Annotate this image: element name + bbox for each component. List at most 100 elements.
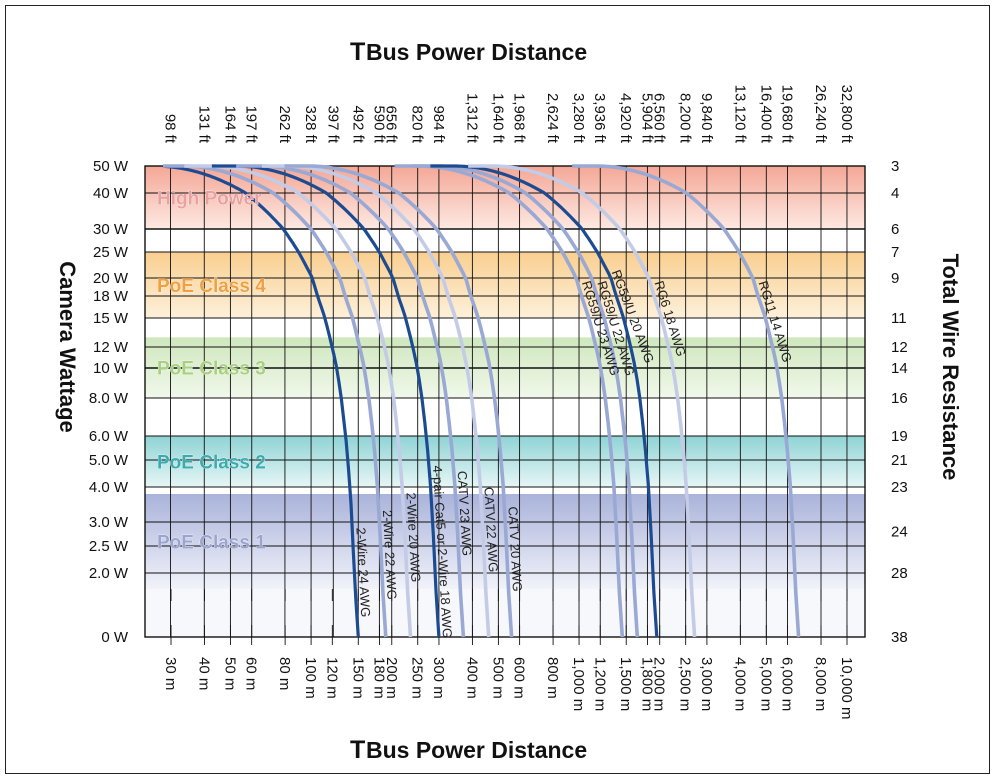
x-m-tick-7: 150 m [349,657,366,699]
x-m-tick-4: 80 m [276,657,293,690]
x-m-tick-2: 50 m [221,657,238,690]
x-ft-tick-0: 98 ft [162,114,179,144]
band-bottom-fade [145,589,865,637]
x-m-tick-27: 10,000 m [838,657,855,720]
x-ft-tick-20: 6,560 ft [651,93,668,144]
y-left-tick-14: 30 W [93,221,129,238]
curve-0 [162,164,360,638]
x-m-tick-19: 1,800 m [639,657,656,711]
x-ft-tick-6: 397 ft [324,105,341,143]
x-ft-tick-9: 656 ft [383,105,400,143]
power-bands [145,166,865,637]
bottom-title: T Bus Power Distance [350,736,587,764]
x-ft-tick-3: 197 ft [243,105,260,143]
band-3 [145,436,865,487]
bottom-title-text: Bus Power Distance [366,737,587,763]
x-m-tick-8: 180 m [371,657,388,699]
curve-label-6: CATV 20 AWG [505,506,525,592]
x-ft-tick-19: 5,904 ft [638,93,655,144]
x-m-tick-1: 40 m [196,657,213,690]
y-right-tick-11: 23 [891,479,908,496]
bottom-title-logo: T [350,736,365,764]
cable-curves [162,164,801,638]
x-ft-tick-17: 3,936 ft [591,93,608,144]
x-m-tick-15: 800 m [544,657,561,699]
x-m-tick-21: 2,500 m [677,657,694,711]
x-m-tick-3: 60 m [243,657,260,690]
y-left-tick-2: 2.5 W [89,538,129,555]
x-ft-tick-13: 1,640 ft [489,93,506,144]
x-m-tick-16: 1,000 m [570,657,587,711]
y-left-tick-10: 15 W [93,310,129,327]
x-m-tick-12: 400 m [463,657,480,699]
y-right-tick-5: 11 [891,310,907,327]
y-right-tick-10: 21 [891,452,908,469]
curve-11 [572,164,801,638]
y-left-tick-3: 3.0 W [89,514,129,531]
curve-10 [468,164,697,638]
x-m-tick-9: 200 m [383,657,400,699]
y-left-tick-4: 4.0 W [89,479,129,496]
y-axis-right-label: Total Wire Resistance [938,254,963,481]
y-left-tick-0: 0 W [101,629,129,646]
x-m-tick-25: 6,000 m [779,657,796,711]
y-left-tick-15: 40 W [93,185,129,202]
band-label-0: High Power [157,189,262,210]
x-m-tick-18: 1,500 m [617,657,634,711]
x-m-tick-13: 500 m [489,657,506,699]
x-ft-tick-7: 492 ft [349,105,366,143]
x-m-tick-0: 30 m [162,657,179,690]
x-ft-tick-11: 984 ft [430,105,447,143]
band-label-3: PoE Class 2 [157,453,266,474]
y-right-tick-8: 16 [891,390,908,407]
y-axis-left-label: Camera Wattage [55,261,80,433]
y-left-tick-9: 12 W [93,339,129,356]
x-m-tick-6: 120 m [323,657,340,699]
x-m-tick-14: 600 m [511,657,528,699]
curve-label-4: CATV 23 AWG [455,470,475,556]
band-label-1: PoE Class 4 [157,276,266,297]
x-ft-tick-1: 131 ft [195,105,212,143]
y-right-tick-9: 19 [891,428,908,445]
y-right-tick-7: 14 [891,360,908,377]
grid [144,165,866,645]
x-m-tick-22: 3,000 m [698,657,715,711]
y-left-tick-8: 10 W [93,360,129,377]
tick-labels: 0 W 2.0 W 2.5 W 3.0 W 4.0 W 5.0 W 6.0 W 8.0 W 10… [89,85,908,720]
y-left-tick-7: 8.0 W [89,390,129,407]
y-right-tick-1: 4 [891,185,899,202]
x-ft-tick-21: 8,200 ft [677,93,694,144]
y-left-tick-1: 2.0 W [89,565,129,582]
y-left-tick-6: 6.0 W [89,428,129,445]
x-ft-tick-15: 2,624 ft [544,93,561,144]
curve-6 [284,164,514,638]
top-title-text: Bus Power Distance [366,39,587,65]
x-m-tick-10: 250 m [409,657,426,699]
band-label-4: PoE Class 1 [157,533,266,554]
x-ft-tick-4: 262 ft [276,105,293,143]
curve-label-1: 2-Wire 22 AWG [380,510,400,601]
x-m-tick-23: 4,000 m [731,657,748,711]
x-m-tick-20: 2,000 m [651,657,668,711]
y-right-tick-3: 7 [891,244,899,261]
y-left-tick-16: 50 W [93,158,129,175]
x-ft-tick-25: 19,680 ft [779,85,796,144]
y-right-tick-13: 28 [891,565,908,582]
curve-label-0: 2-Wire 24 AWG [353,527,373,618]
y-left-tick-5: 5.0 W [89,452,129,469]
curve-label-2: 2-Wire 20 AWG [404,492,424,583]
x-ft-tick-27: 32,800 ft [838,85,855,144]
chart-frame [5,5,990,774]
y-right-tick-12: 24 [891,524,908,541]
y-right-tick-2: 6 [891,221,899,238]
y-left-tick-13: 25 W [93,244,129,261]
y-right-tick-14: 38 [891,629,908,646]
x-ft-tick-24: 16,400 ft [757,85,774,144]
y-right-tick-0: 3 [891,158,899,175]
x-m-tick-11: 300 m [430,657,447,699]
x-ft-tick-18: 4,920 ft [617,93,634,144]
x-ft-tick-12: 1,312 ft [463,93,480,144]
x-ft-tick-16: 3,280 ft [570,93,587,144]
x-ft-tick-14: 1,968 ft [511,93,528,144]
